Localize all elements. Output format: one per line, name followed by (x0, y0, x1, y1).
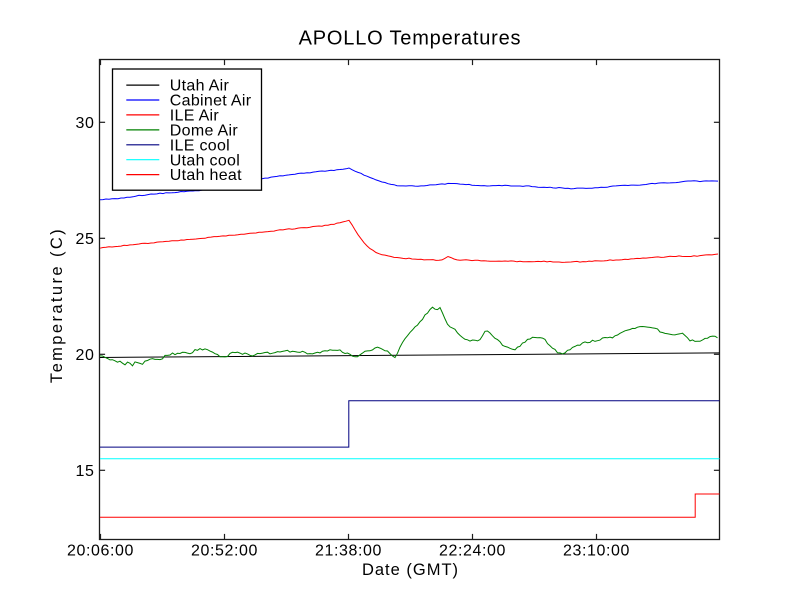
svg-text:21:38:00: 21:38:00 (315, 543, 382, 560)
svg-text:ILE Air: ILE Air (170, 108, 220, 125)
svg-text:ILE cool: ILE cool (170, 137, 230, 154)
svg-text:30: 30 (76, 115, 95, 132)
svg-text:APOLLO Temperatures: APOLLO Temperatures (299, 27, 522, 49)
svg-text:20:06:00: 20:06:00 (67, 543, 134, 560)
svg-text:Dome Air: Dome Air (170, 123, 239, 140)
svg-text:15: 15 (76, 463, 95, 480)
svg-text:25: 25 (76, 231, 95, 248)
svg-text:Utah heat: Utah heat (170, 167, 242, 184)
svg-text:Temperature (C): Temperature (C) (48, 227, 66, 383)
svg-text:Utah cool: Utah cool (170, 152, 240, 169)
svg-text:23:10:00: 23:10:00 (563, 543, 630, 560)
svg-text:Date (GMT): Date (GMT) (362, 561, 459, 579)
svg-text:Cabinet Air: Cabinet Air (170, 93, 252, 110)
svg-text:20: 20 (76, 347, 95, 364)
svg-text:20:52:00: 20:52:00 (191, 543, 258, 560)
svg-text:22:24:00: 22:24:00 (439, 543, 506, 560)
svg-text:Utah Air: Utah Air (170, 78, 230, 95)
